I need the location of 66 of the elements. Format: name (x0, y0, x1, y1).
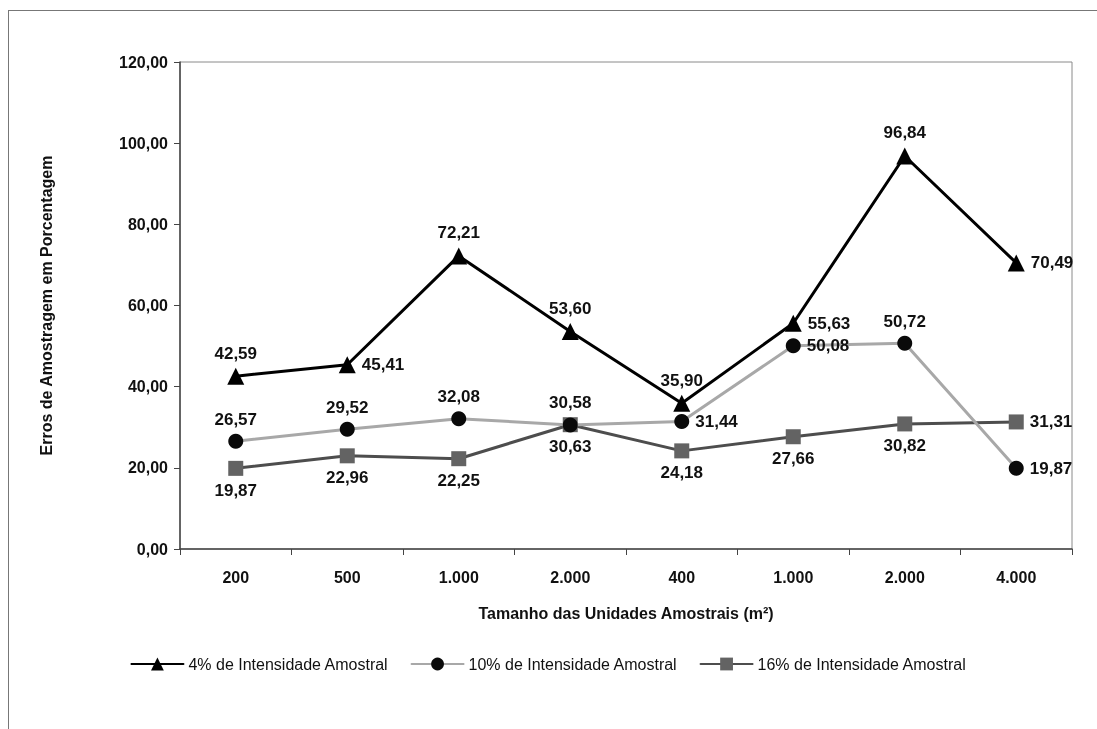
point (561, 322, 579, 340)
data-label: 24,18 (660, 463, 704, 483)
y-tick-label: 60,00 (127, 297, 169, 314)
point (785, 429, 801, 445)
point (338, 356, 356, 374)
point (897, 416, 913, 432)
legend-label: 10% de Intensidade Amostral (468, 655, 677, 673)
x-axis-title: Tamanho das Unidades Amostrais (m²) (478, 604, 774, 622)
point (228, 460, 244, 476)
point (673, 394, 691, 412)
data-label: 32,08 (437, 387, 481, 407)
data-label: 30,82 (883, 436, 927, 456)
data-label: 30,63 (548, 437, 592, 457)
data-label: 96,84 (883, 123, 927, 143)
data-label: 26,57 (214, 409, 258, 429)
y-tick-label: 0,00 (136, 540, 169, 558)
x-tick-label: 400 (668, 568, 696, 586)
y-tick-label: 40,00 (127, 378, 169, 396)
data-label: 45,41 (361, 355, 405, 375)
data-label: 31,31 (1029, 412, 1073, 432)
point (450, 247, 468, 265)
data-label: 19,87 (1029, 458, 1073, 478)
data-label: 22,96 (325, 468, 369, 488)
y-axis-title: Erros de Amostragem em Porcentagem (37, 155, 55, 456)
point (674, 413, 690, 429)
x-tick-label: 2.000 (550, 568, 591, 586)
x-tick-label: 2.000 (884, 568, 925, 586)
point (1007, 254, 1025, 272)
data-label: 50,08 (806, 336, 850, 356)
point (339, 421, 355, 437)
x-tick-label: 1.000 (773, 568, 814, 586)
x-tick-label: 4.000 (996, 568, 1037, 586)
data-label: 72,21 (437, 223, 481, 243)
x-tick-label: 200 (222, 568, 250, 586)
data-label: 53,60 (548, 298, 592, 318)
data-label: 50,72 (883, 311, 927, 331)
point (227, 367, 245, 385)
legend-label: 16% de Intensidade Amostral (757, 655, 966, 673)
point (451, 451, 467, 467)
data-label: 22,25 (437, 471, 481, 491)
point (784, 314, 802, 332)
point (897, 335, 913, 351)
point (896, 147, 914, 165)
y-tick-label: 100,00 (119, 134, 169, 152)
y-tick-label: 80,00 (127, 215, 169, 233)
point (674, 443, 690, 459)
data-label: 19,87 (214, 480, 258, 500)
x-tick-label: 1.000 (438, 568, 479, 586)
data-label: 35,90 (660, 370, 704, 390)
data-label: 30,58 (548, 393, 592, 413)
legend-label: 4% de Intensidade Amostral (188, 655, 388, 673)
data-label: 31,44 (695, 411, 739, 431)
y-tick-label: 20,00 (127, 459, 169, 477)
data-label: 27,66 (771, 449, 815, 469)
data-label: 70,49 (1030, 253, 1074, 273)
point (1008, 460, 1024, 476)
data-label: 42,59 (214, 343, 258, 363)
x-tick-label: 500 (333, 568, 361, 586)
point (785, 338, 801, 354)
point (451, 411, 467, 427)
data-label: 55,63 (807, 313, 851, 333)
data-label: 29,52 (325, 397, 369, 417)
point (228, 433, 244, 449)
point (339, 448, 355, 464)
y-tick-label: 120,00 (119, 53, 169, 71)
point (1008, 414, 1024, 430)
